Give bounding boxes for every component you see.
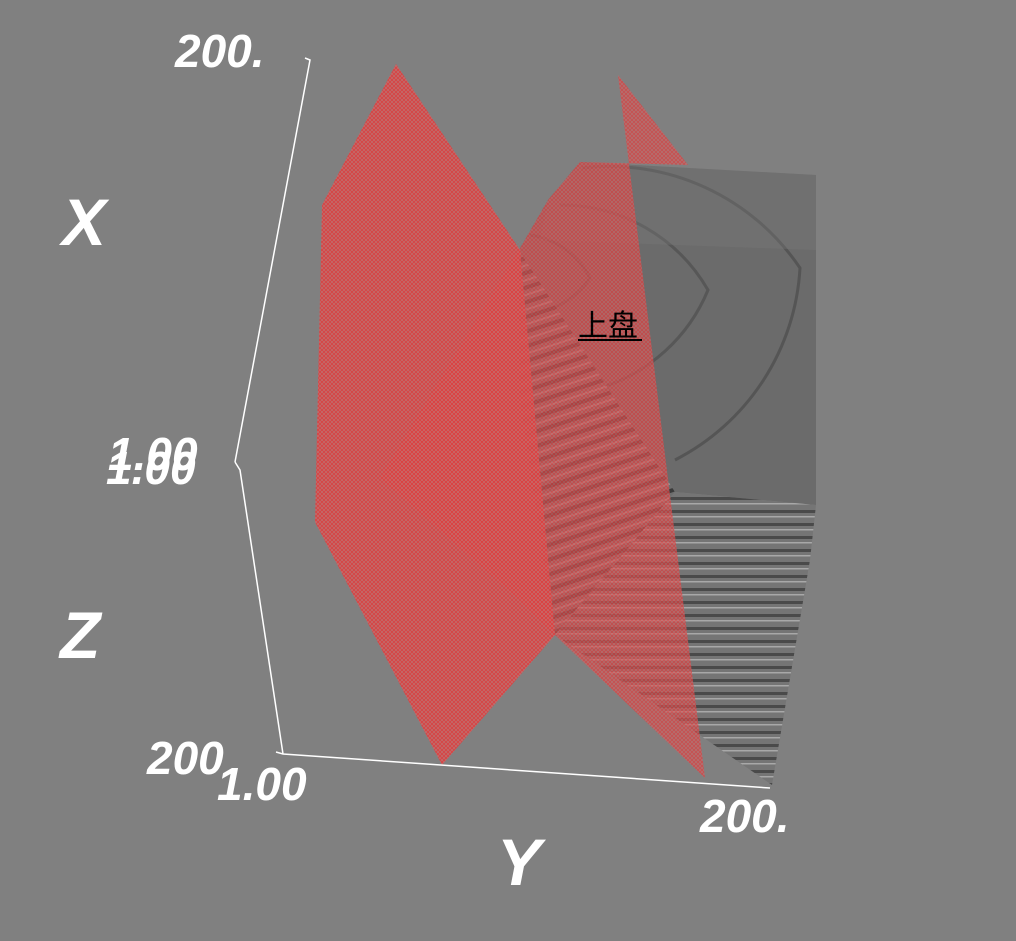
annotation-label: 上盘: [578, 309, 638, 344]
z-axis-line: [234, 461, 284, 755]
strata-ring-outer: [581, 164, 802, 462]
x-axis-min-label: 1.00: [108, 428, 198, 480]
fault-planes: [315, 64, 705, 778]
x-axis-max-label: 200.: [174, 25, 265, 77]
y-axis-min-label: 1.00: [217, 758, 307, 810]
z-axis-max-label: 200: [146, 732, 224, 784]
x-axis-line: [234, 57, 311, 463]
z-axis-title: Z: [58, 598, 103, 672]
y-axis-title: Y: [497, 825, 546, 899]
x-axis-title: X: [58, 185, 110, 259]
axis-lines: [234, 57, 771, 789]
z-axis-min-label: 1.00: [106, 442, 196, 494]
y-axis-line: [275, 751, 771, 789]
y-axis-max-label: 200.: [699, 790, 790, 842]
fault-plane-back: [380, 75, 705, 778]
